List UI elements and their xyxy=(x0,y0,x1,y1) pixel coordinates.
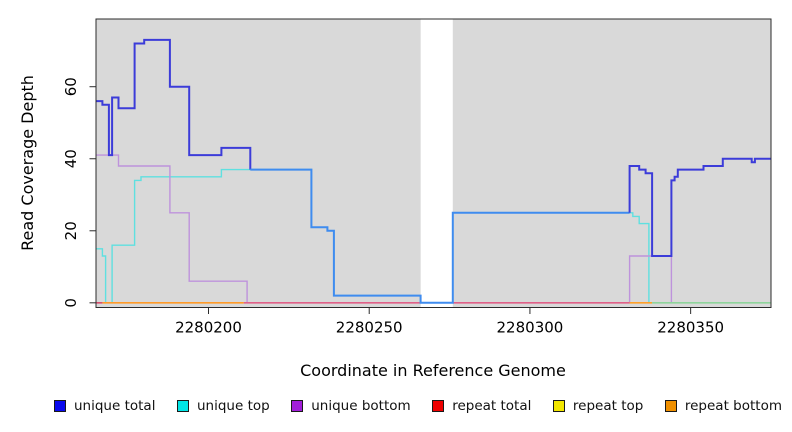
gap-region xyxy=(420,19,453,308)
legend-item-unique-top: unique top xyxy=(177,397,270,415)
plot-layer: 2280200 2280250 2280300 2280350 0 20 40 60 xyxy=(62,18,772,337)
repeat-bottom-swatch-icon xyxy=(664,400,677,412)
y-tick-label: 60 xyxy=(62,77,80,96)
x-tick-label: 2280350 xyxy=(657,319,724,337)
legend-label: unique bottom xyxy=(311,398,411,414)
legend-item-repeat-total: repeat total xyxy=(432,397,531,415)
legend-item-unique-total: unique total xyxy=(54,397,155,415)
x-tick-label: 2280300 xyxy=(497,319,564,337)
legend-label: repeat bottom xyxy=(684,398,782,414)
series-unique-total-seg1 xyxy=(250,168,630,304)
y-tick-label: 20 xyxy=(62,221,80,240)
legend-item-unique-bottom: unique bottom xyxy=(291,397,411,415)
legend-label: repeat total xyxy=(452,398,532,414)
unique-total-swatch-icon xyxy=(54,400,66,412)
unique-top-swatch-icon xyxy=(177,400,189,412)
y-tick-label: 0 xyxy=(62,298,80,308)
legend-item-repeat-top: repeat top xyxy=(552,397,644,415)
repeat-top-swatch-icon xyxy=(552,400,565,412)
y-axis-title: Read Coverage Depth xyxy=(18,75,37,251)
series-unique-total-seg2 xyxy=(628,157,771,257)
legend-item-repeat-bottom: repeat bottom xyxy=(664,397,782,415)
unique-bottom-swatch-icon xyxy=(291,400,304,412)
series-unique-total-seg0 xyxy=(96,38,252,170)
legend-label: unique total xyxy=(74,398,156,414)
legend-label: unique top xyxy=(197,398,270,414)
repeat-total-swatch-icon xyxy=(432,400,445,412)
x-tick-label: 2280200 xyxy=(175,319,242,337)
y-tick-label: 40 xyxy=(62,149,80,168)
plot-box xyxy=(95,18,772,308)
x-tick-label: 2280250 xyxy=(336,319,403,337)
legend-label: repeat top xyxy=(572,398,644,414)
legend: unique total unique top unique bottom re… xyxy=(0,397,792,415)
x-axis-title: Coordinate in Reference Genome xyxy=(300,361,566,380)
